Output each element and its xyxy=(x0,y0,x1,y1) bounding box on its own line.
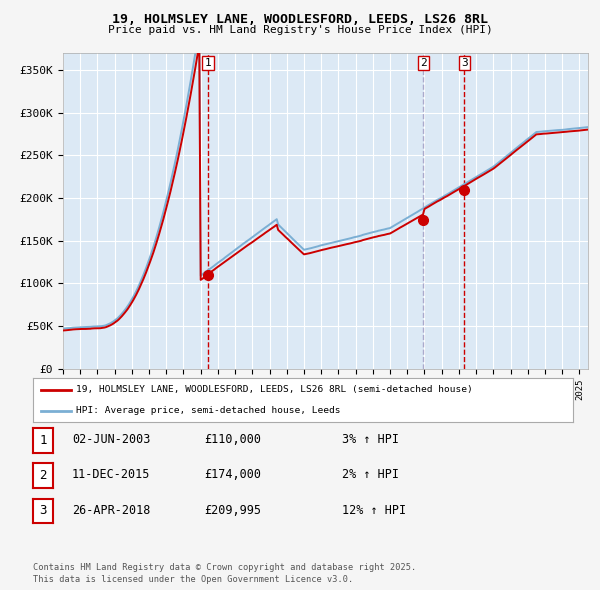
Text: Contains HM Land Registry data © Crown copyright and database right 2025.: Contains HM Land Registry data © Crown c… xyxy=(33,563,416,572)
Text: 26-APR-2018: 26-APR-2018 xyxy=(72,504,151,517)
Text: 11-DEC-2015: 11-DEC-2015 xyxy=(72,468,151,481)
Text: Price paid vs. HM Land Registry's House Price Index (HPI): Price paid vs. HM Land Registry's House … xyxy=(107,25,493,35)
Text: £174,000: £174,000 xyxy=(204,468,261,481)
Text: £209,995: £209,995 xyxy=(204,504,261,517)
Text: 19, HOLMSLEY LANE, WOODLESFORD, LEEDS, LS26 8RL (semi-detached house): 19, HOLMSLEY LANE, WOODLESFORD, LEEDS, L… xyxy=(76,385,473,395)
Text: £110,000: £110,000 xyxy=(204,433,261,446)
Text: This data is licensed under the Open Government Licence v3.0.: This data is licensed under the Open Gov… xyxy=(33,575,353,584)
Text: HPI: Average price, semi-detached house, Leeds: HPI: Average price, semi-detached house,… xyxy=(76,407,341,415)
Text: 2: 2 xyxy=(420,58,427,68)
Text: 1: 1 xyxy=(39,434,47,447)
Text: 12% ↑ HPI: 12% ↑ HPI xyxy=(342,504,406,517)
Text: 3: 3 xyxy=(461,58,468,68)
Text: 1: 1 xyxy=(205,58,211,68)
Text: 3% ↑ HPI: 3% ↑ HPI xyxy=(342,433,399,446)
Text: 02-JUN-2003: 02-JUN-2003 xyxy=(72,433,151,446)
Text: 2% ↑ HPI: 2% ↑ HPI xyxy=(342,468,399,481)
Text: 3: 3 xyxy=(39,504,47,517)
Text: 2: 2 xyxy=(39,469,47,482)
Text: 19, HOLMSLEY LANE, WOODLESFORD, LEEDS, LS26 8RL: 19, HOLMSLEY LANE, WOODLESFORD, LEEDS, L… xyxy=(112,13,488,26)
